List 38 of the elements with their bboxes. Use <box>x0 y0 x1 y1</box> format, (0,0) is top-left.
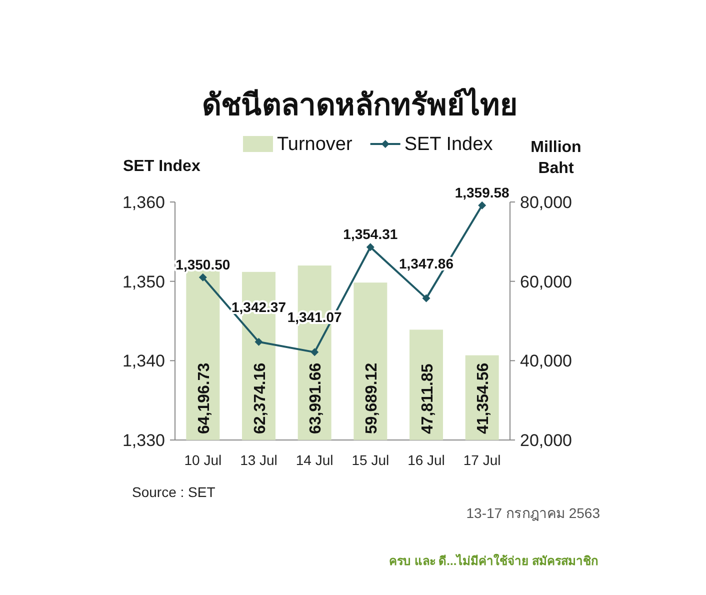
x-tick-label: 13 Jul <box>240 452 278 468</box>
data-label: 1,342.37 <box>232 298 286 315</box>
point <box>422 294 430 302</box>
data-label: 47,811.85 <box>419 364 436 434</box>
y-tick-label: 1,360 <box>122 193 165 212</box>
data-label: 1,354.31 <box>343 226 398 242</box>
data-label: 1,350.50 <box>176 256 230 272</box>
x-tick-label: 15 Jul <box>352 452 390 468</box>
x-tick-label: 10 Jul <box>184 452 222 468</box>
y-tick-label: 1,350 <box>122 272 165 292</box>
x-tick-label: 17 Jul <box>463 452 501 468</box>
data-label: 59,689.12 <box>363 362 380 434</box>
chart-title: ดัชนีตลาดหลักทรัพย์ไทย <box>202 87 518 122</box>
y2-tick-label: 40,000 <box>520 352 572 371</box>
y-axis-title: SET Index <box>123 158 200 175</box>
y2-tick-label: 60,000 <box>520 272 572 292</box>
data-label: 64,196.73 <box>196 362 213 434</box>
point <box>198 273 207 282</box>
x-tick-label: 14 Jul <box>296 452 334 468</box>
legend-label: Turnover <box>277 134 353 155</box>
data-label: 41,354.56 <box>475 362 492 434</box>
y-tick-label: 1,330 <box>122 431 165 450</box>
x-tick-label: 16 Jul <box>408 452 445 468</box>
legend-label: SET Index <box>404 134 494 155</box>
text: ครบ และ ดี...ไม่มีค่าใช้จ่าย สมัครสมาชิก <box>388 553 598 568</box>
point <box>478 201 486 210</box>
point <box>310 348 319 356</box>
data-label: 1,359.58 <box>454 184 510 200</box>
y2-tick-label: 80,000 <box>520 193 572 212</box>
point <box>366 243 374 252</box>
data-label: 62,374.16 <box>252 362 269 434</box>
y2-tick-label: 20,000 <box>520 431 572 450</box>
y-tick-label: 1,340 <box>122 352 165 371</box>
data-label: 63,991.66 <box>308 362 325 434</box>
text: 13-17 กรกฎาคม 2563 <box>466 505 600 521</box>
y2-axis-title: Million Baht <box>530 139 582 177</box>
point <box>254 338 263 346</box>
source-note: Source : SET <box>132 484 216 500</box>
